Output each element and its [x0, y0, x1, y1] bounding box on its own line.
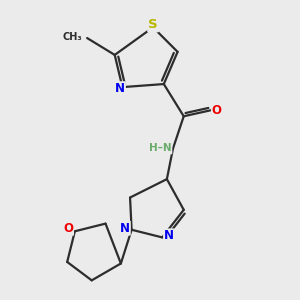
Text: O: O	[212, 103, 222, 117]
Text: CH₃: CH₃	[63, 32, 83, 41]
Text: S: S	[148, 18, 158, 32]
Text: N: N	[164, 230, 174, 242]
Text: O: O	[63, 222, 73, 235]
Text: N: N	[120, 222, 130, 235]
Text: H–N: H–N	[149, 143, 172, 154]
Text: N: N	[115, 82, 125, 95]
